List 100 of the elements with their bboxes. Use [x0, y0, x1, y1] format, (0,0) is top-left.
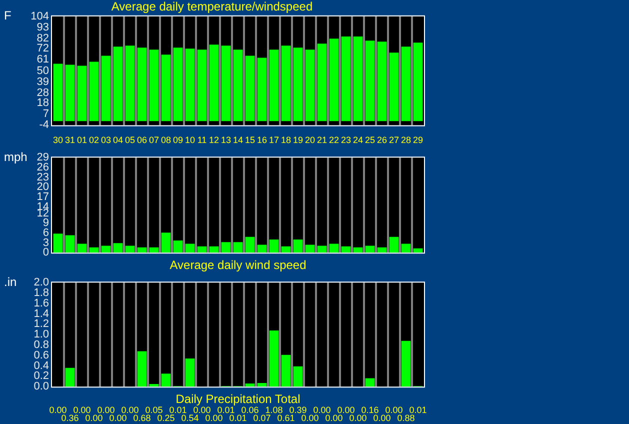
y-tick-label: 50 [36, 64, 49, 77]
data-label: 0.01 [409, 404, 427, 415]
y-tick-label: 7 [42, 108, 49, 120]
data-label: 0.01 [229, 412, 247, 423]
bar [77, 244, 87, 253]
bar [173, 48, 183, 122]
x-tick-label: 20 [304, 135, 316, 146]
x-tick-label: 24 [352, 135, 364, 146]
y-tick-label: 104 [30, 10, 49, 22]
x-tick-label: 16 [256, 135, 268, 146]
y-tick-label: 23 [36, 171, 49, 184]
y-tick-label: 17 [36, 190, 49, 203]
bar [65, 64, 75, 122]
x-tick-label: 08 [160, 135, 172, 146]
bar [233, 50, 243, 122]
bar [89, 247, 99, 253]
x-tick-label: 29 [412, 135, 424, 146]
bar [305, 244, 315, 253]
bar [149, 50, 159, 122]
data-label: 0.00 [97, 404, 115, 415]
x-tick-label: 17 [268, 135, 280, 146]
data-label: 0.00 [73, 404, 91, 415]
y-tick-label: 0.4 [34, 360, 49, 372]
data-label: 0.00 [193, 404, 211, 415]
bar [293, 48, 303, 122]
bar [245, 383, 255, 387]
x-tick-label: 11 [197, 135, 207, 146]
bar [293, 239, 303, 253]
bar [281, 46, 291, 122]
data-label: 0.36 [61, 412, 79, 423]
x-tick-label: 27 [388, 135, 400, 146]
y-tick-label: 93 [36, 22, 49, 34]
bar [149, 384, 159, 387]
data-label: 0.00 [373, 412, 391, 423]
x-tick-label: 02 [88, 135, 100, 146]
bar [101, 246, 111, 253]
bar [377, 42, 387, 122]
bar [305, 50, 315, 122]
data-label: 0.00 [205, 412, 223, 423]
bar [149, 247, 159, 253]
bar [401, 244, 411, 253]
x-axis-title: Daily Precipitation Total [176, 392, 300, 406]
x-tick-label: 01 [76, 135, 88, 146]
data-label: 0.05 [145, 404, 163, 415]
data-label: 0.54 [181, 412, 199, 423]
y-tick-label: 1.2 [34, 318, 49, 330]
data-label: 0.07 [253, 412, 271, 423]
y-tick-label: 72 [36, 42, 49, 55]
bar [161, 232, 171, 253]
y-tick-label: 9 [42, 217, 49, 230]
bar [185, 48, 195, 122]
x-tick-label: 25 [364, 135, 376, 146]
y-tick-label: 0.8 [34, 339, 49, 352]
bar [413, 248, 423, 253]
y-axis-title: mph [4, 150, 28, 164]
x-tick-label: 21 [316, 135, 328, 146]
y-tick-label: 61 [36, 54, 49, 66]
data-label: 0.01 [169, 404, 187, 415]
bar [257, 382, 267, 387]
bar [53, 64, 63, 122]
data-label: 1.08 [265, 404, 283, 415]
y-tick-label: 29 [36, 152, 49, 164]
y-tick-label: 0.6 [34, 349, 49, 362]
x-tick-label: 30 [52, 135, 64, 146]
chart-title: Average daily temperature/windspeed [111, 0, 313, 14]
y-axis-title: F [4, 8, 12, 23]
bar [353, 247, 363, 253]
bar [125, 246, 135, 253]
bar [413, 42, 423, 122]
bar [137, 48, 147, 122]
x-tick-label: 14 [232, 135, 244, 146]
x-tick-label: 04 [112, 135, 124, 146]
x-tick-label: 15 [244, 135, 256, 146]
bar [221, 46, 231, 122]
bar [353, 36, 363, 122]
x-tick-label: 18 [280, 135, 292, 146]
bar [317, 246, 327, 253]
y-tick-label: 1.8 [34, 287, 49, 300]
data-label: 0.00 [325, 412, 343, 423]
bar [257, 58, 267, 122]
bar [341, 246, 351, 253]
data-label: 0.00 [385, 404, 403, 415]
bar [101, 56, 111, 122]
bar [197, 50, 207, 122]
data-label: 0.68 [133, 412, 151, 423]
y-tick-label: 26 [36, 161, 49, 174]
bar [245, 236, 255, 253]
bar [137, 247, 147, 253]
x-tick-label: 07 [148, 135, 160, 146]
y-tick-label: 3 [42, 236, 49, 249]
x-tick-label: 23 [340, 135, 352, 146]
bar [401, 340, 411, 387]
bar [245, 56, 255, 122]
x-tick-label: 06 [136, 135, 148, 146]
bar [329, 38, 339, 122]
data-label: 0.88 [397, 412, 415, 423]
y-tick-label: 1.4 [34, 308, 49, 320]
bar [161, 374, 171, 387]
data-label: 0.39 [289, 404, 307, 415]
bar [329, 244, 339, 253]
